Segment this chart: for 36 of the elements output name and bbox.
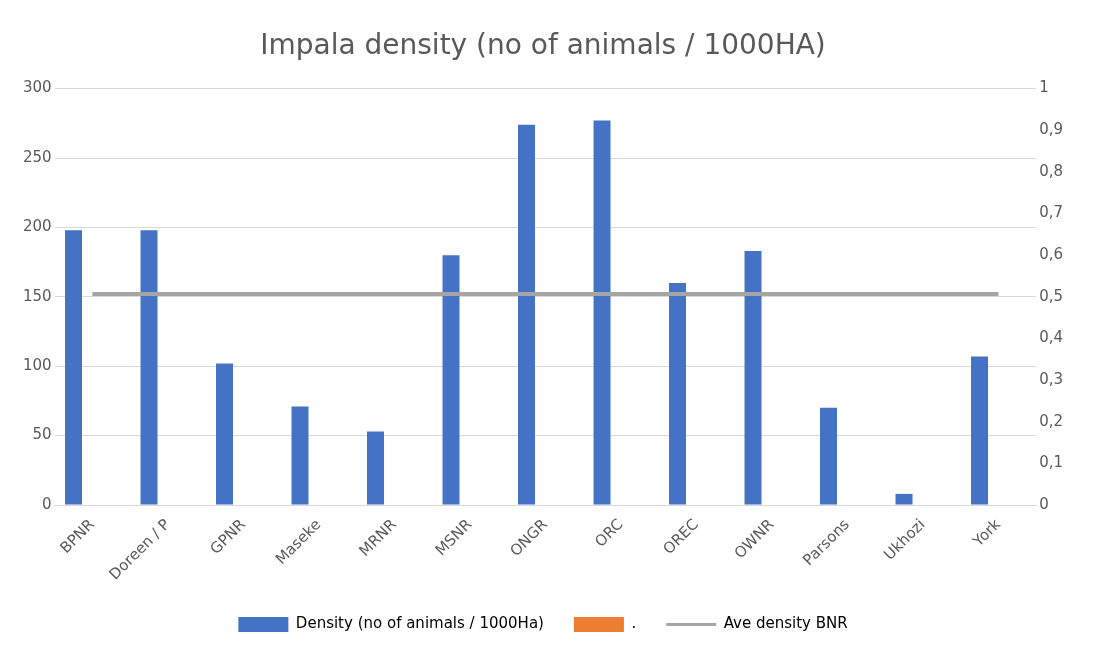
y2-tick-label: 0,1 (1039, 453, 1063, 472)
y2-tick-label: 0,3 (1039, 369, 1063, 388)
bar (442, 255, 460, 505)
bar (971, 356, 989, 505)
y2-tick-label: 0,8 (1039, 161, 1063, 180)
bar (593, 120, 611, 505)
y2-tick-label: 0 (1039, 494, 1049, 513)
bar (669, 282, 687, 505)
y-tick-label: 100 (22, 356, 52, 375)
bar (744, 251, 762, 505)
bar (140, 230, 158, 505)
bar (895, 493, 913, 505)
y-tick-label: 150 (22, 286, 52, 305)
y2-tick-label: 0,7 (1039, 203, 1063, 222)
legend-label: Ave density BNR (723, 614, 848, 633)
y2-tick-label: 0,4 (1039, 328, 1063, 347)
x-tick-label: York (968, 515, 1005, 551)
y-tick-label: 300 (22, 78, 52, 97)
bar (820, 407, 838, 505)
y2-tick-label: 1 (1039, 78, 1049, 97)
y-tick-label: 250 (22, 147, 52, 166)
bar (291, 406, 309, 505)
bar (518, 124, 536, 505)
bar (367, 431, 384, 505)
legend-label: Density (no of animals / 1000Ha) (295, 614, 544, 633)
y2-tick-label: 0,5 (1039, 286, 1063, 305)
bar (65, 230, 82, 505)
y2-tick-label: 0,2 (1039, 411, 1063, 430)
bar (216, 363, 233, 505)
y2-tick-label: 0,6 (1039, 245, 1063, 264)
y-tick-label: 0 (42, 494, 52, 513)
legend-label: . (631, 614, 637, 633)
chart-title: Impala density (no of animals / 1000HA) (260, 28, 826, 62)
y-tick-label: 50 (32, 425, 52, 444)
y-tick-label: 200 (22, 217, 52, 236)
y2-tick-label: 0,9 (1039, 120, 1063, 139)
